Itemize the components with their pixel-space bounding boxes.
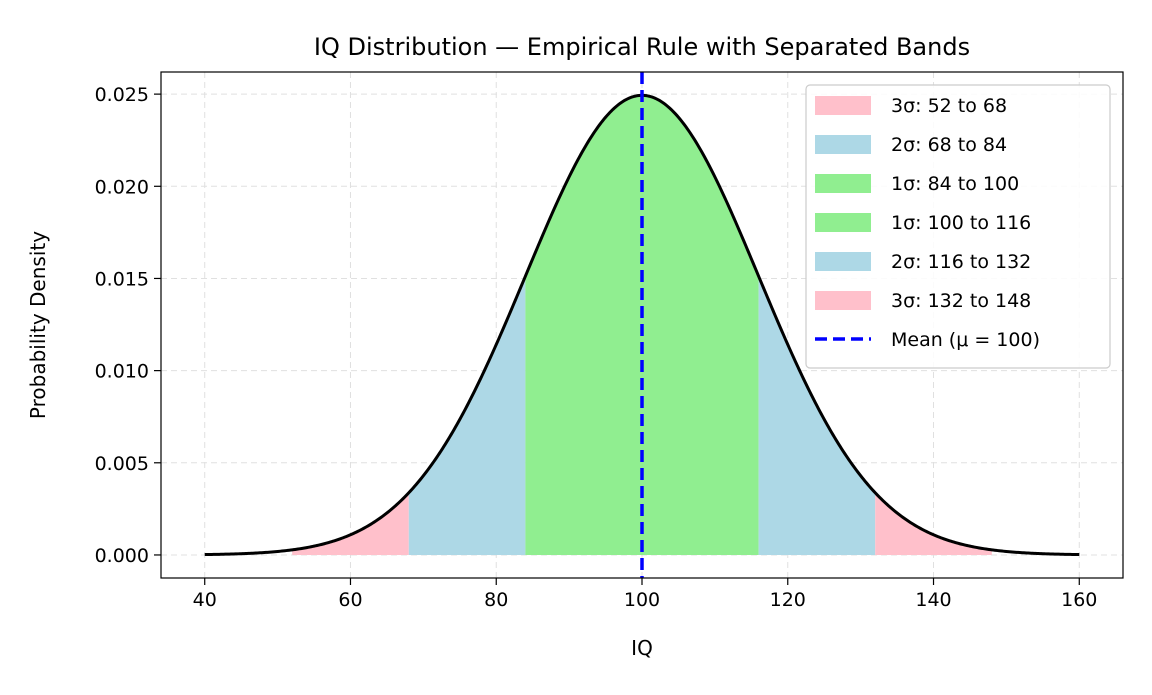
band-area — [525, 95, 642, 555]
legend-swatch — [815, 96, 871, 115]
legend-label: 2σ: 68 to 84 — [891, 134, 1007, 156]
legend-swatch — [815, 291, 871, 310]
legend-label: Mean (μ = 100) — [891, 329, 1040, 351]
legend-swatch — [815, 174, 871, 193]
x-tick-label: 40 — [193, 589, 217, 611]
x-tick-label: 60 — [338, 589, 362, 611]
band-area — [292, 492, 409, 555]
y-tick-label: 0.010 — [95, 361, 149, 383]
legend-label: 3σ: 52 to 68 — [891, 95, 1007, 117]
y-ticks: 0.000 0.005 0.010 0.015 0.020 0.025 — [95, 84, 161, 567]
legend-swatch — [815, 252, 871, 271]
legend-label: 1σ: 84 to 100 — [891, 173, 1019, 195]
legend-swatch — [815, 135, 871, 154]
band-area — [642, 95, 759, 555]
legend-box — [805, 84, 1111, 369]
chart-title: IQ Distribution — Empirical Rule with Se… — [314, 33, 970, 61]
y-tick-label: 0.025 — [95, 84, 149, 106]
x-tick-label: 140 — [915, 589, 951, 611]
legend: 3σ: 52 to 68 2σ: 68 to 84 1σ: 84 to 100 1σ:… — [805, 84, 1111, 369]
y-tick-label: 0.000 — [95, 545, 149, 567]
legend-swatch — [815, 213, 871, 232]
x-axis-label: IQ — [631, 636, 653, 660]
legend-label: 3σ: 132 to 148 — [891, 290, 1031, 312]
x-tick-label: 120 — [770, 589, 806, 611]
x-tick-label: 100 — [624, 589, 660, 611]
legend-label: 2σ: 116 to 132 — [891, 251, 1031, 273]
y-axis-label: Probability Density — [26, 231, 50, 419]
band-area — [875, 492, 992, 555]
x-tick-label: 80 — [484, 589, 508, 611]
y-tick-label: 0.005 — [95, 453, 149, 475]
y-tick-label: 0.020 — [95, 176, 149, 198]
y-tick-label: 0.015 — [95, 268, 149, 290]
x-tick-label: 160 — [1061, 589, 1097, 611]
x-ticks: 40 60 80 100 120 140 160 — [193, 578, 1097, 611]
legend-label: 1σ: 100 to 116 — [891, 212, 1031, 234]
